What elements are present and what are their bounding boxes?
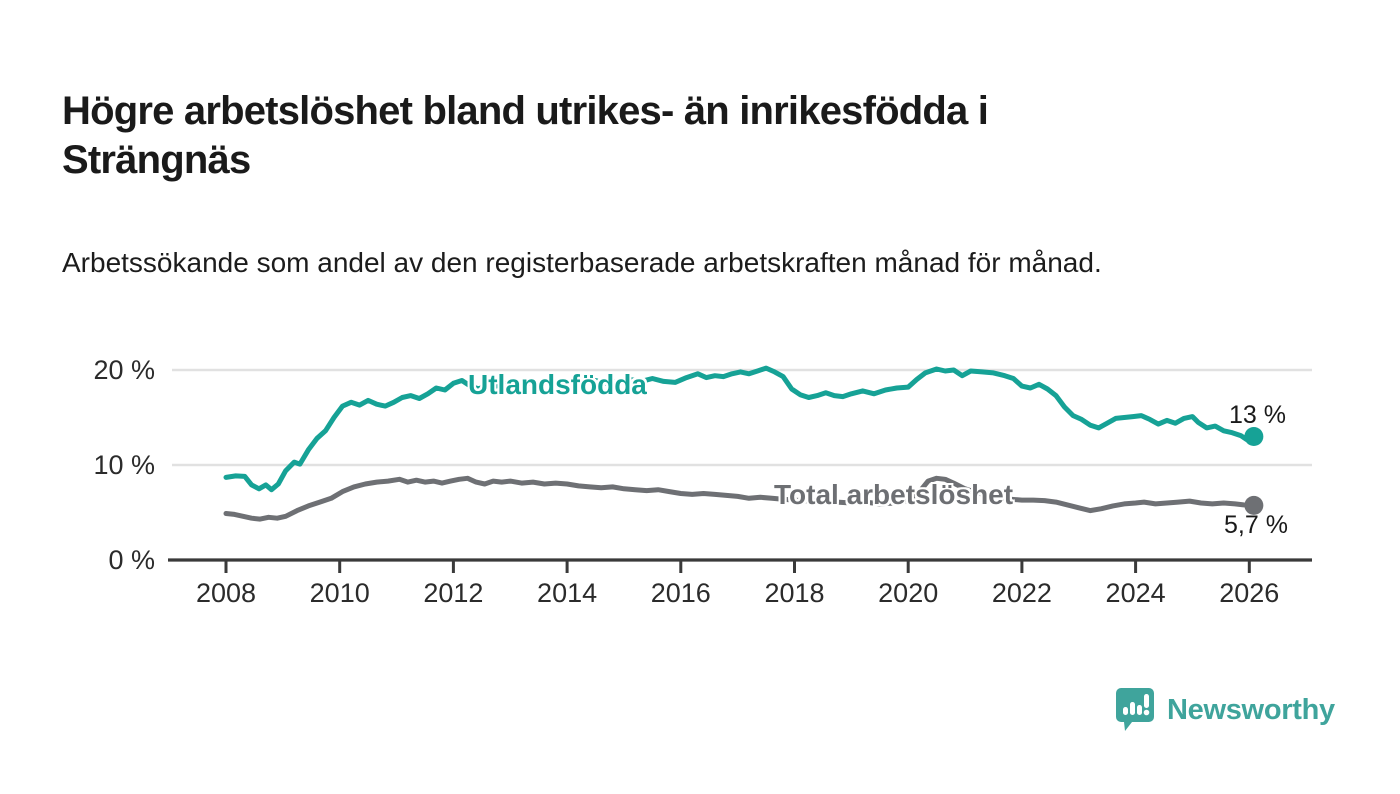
x-tick-label-2018: 2018: [764, 578, 824, 608]
x-tick-label-2024: 2024: [1106, 578, 1166, 608]
y-tick-label-20: 20 %: [93, 355, 155, 385]
chart-subtitle: Arbetssökande som andel av den registerb…: [62, 247, 1102, 278]
series-end-dot-total: [1244, 495, 1264, 515]
newsworthy-logo-icon: [1115, 687, 1155, 733]
x-tick-label-2026: 2026: [1219, 578, 1279, 608]
page-title: Högre arbetslöshet bland utrikes- än inr…: [62, 88, 989, 182]
end-value-label-total: 5,7 %: [1224, 511, 1288, 539]
series-end-dot-utlandsfodda: [1244, 427, 1264, 446]
x-tick-label-2008: 2008: [196, 578, 256, 608]
series-line-utlandsfodda: [223, 365, 1257, 493]
x-tick-label-2012: 2012: [423, 578, 483, 608]
series-line-total: [223, 475, 1257, 522]
x-tick-label-2016: 2016: [651, 578, 711, 608]
x-tick-label-2022: 2022: [992, 578, 1052, 608]
newsworthy-logo-text: Newsworthy: [1167, 693, 1335, 726]
end-value-label-utlandsfodda: 13 %: [1229, 401, 1286, 429]
x-tick-label-2010: 2010: [310, 578, 370, 608]
y-tick-label-10: 10 %: [93, 450, 155, 480]
series-label-total-arbetsloshet: Total arbetslöshet: [774, 479, 1014, 510]
x-tick-label-2020: 2020: [878, 578, 938, 608]
series-label-utlandsfodda: Utlandsfödda: [468, 369, 647, 400]
y-tick-label-0: 0 %: [108, 545, 155, 575]
x-tick-label-2014: 2014: [537, 578, 597, 608]
newsworthy-logo: Newsworthy: [1115, 687, 1335, 733]
